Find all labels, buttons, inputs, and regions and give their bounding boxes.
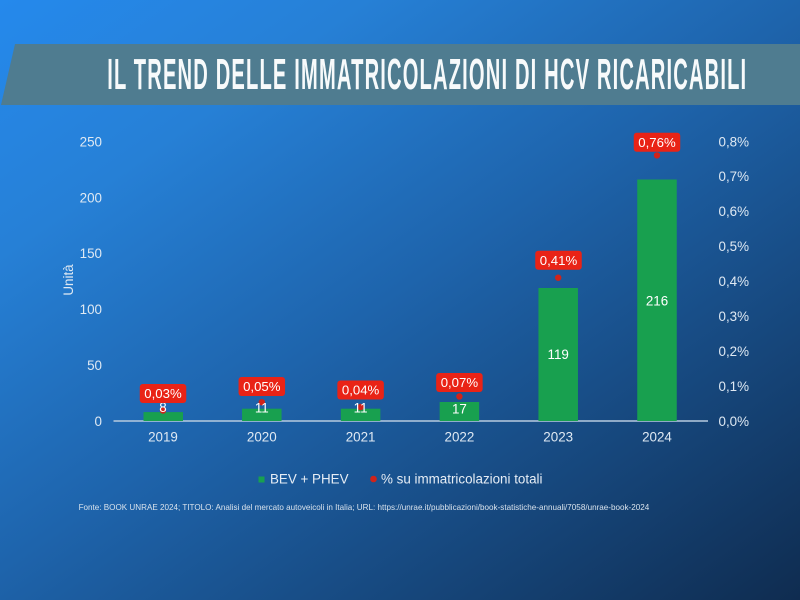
- svg-text:216: 216: [646, 294, 668, 309]
- svg-text:11: 11: [354, 400, 368, 415]
- svg-text:17: 17: [452, 401, 467, 416]
- svg-text:0,05%: 0,05%: [243, 379, 281, 394]
- svg-text:119: 119: [548, 347, 569, 362]
- svg-text:0,03%: 0,03%: [144, 386, 182, 401]
- svg-text:0,7%: 0,7%: [719, 169, 750, 184]
- svg-text:0,41%: 0,41%: [540, 253, 578, 268]
- svg-text:0,8%: 0,8%: [719, 134, 750, 149]
- svg-text:2023: 2023: [543, 429, 573, 444]
- svg-text:2021: 2021: [346, 429, 376, 444]
- svg-text:150: 150: [80, 246, 102, 261]
- svg-text:2022: 2022: [445, 429, 475, 444]
- svg-text:Unità: Unità: [61, 264, 76, 296]
- svg-text:0,5%: 0,5%: [719, 239, 750, 254]
- svg-text:250: 250: [80, 134, 102, 149]
- svg-text:0: 0: [95, 414, 102, 429]
- svg-text:0,76%: 0,76%: [638, 135, 676, 150]
- svg-text:200: 200: [80, 190, 102, 205]
- svg-text:% su immatricolazioni totali: % su immatricolazioni totali: [381, 472, 543, 487]
- svg-text:0,0%: 0,0%: [719, 414, 750, 429]
- svg-text:0,04%: 0,04%: [342, 383, 380, 398]
- svg-text:0,3%: 0,3%: [719, 309, 750, 324]
- svg-text:50: 50: [87, 358, 102, 373]
- svg-text:2019: 2019: [148, 429, 178, 444]
- svg-text:100: 100: [80, 302, 102, 317]
- svg-text:0,6%: 0,6%: [719, 204, 750, 219]
- svg-text:2020: 2020: [247, 429, 277, 444]
- svg-text:11: 11: [255, 400, 269, 415]
- svg-text:8: 8: [159, 400, 166, 415]
- svg-text:0,1%: 0,1%: [719, 379, 750, 394]
- svg-text:BEV + PHEV: BEV + PHEV: [270, 472, 349, 487]
- svg-text:0,07%: 0,07%: [441, 375, 479, 390]
- svg-text:Fonte: BOOK UNRAE 2024; TITOLO: Fonte: BOOK UNRAE 2024; TITOLO: Analisi …: [79, 503, 650, 512]
- svg-text:0,2%: 0,2%: [719, 344, 750, 359]
- svg-text:2024: 2024: [642, 429, 672, 444]
- svg-text:0,4%: 0,4%: [719, 274, 750, 289]
